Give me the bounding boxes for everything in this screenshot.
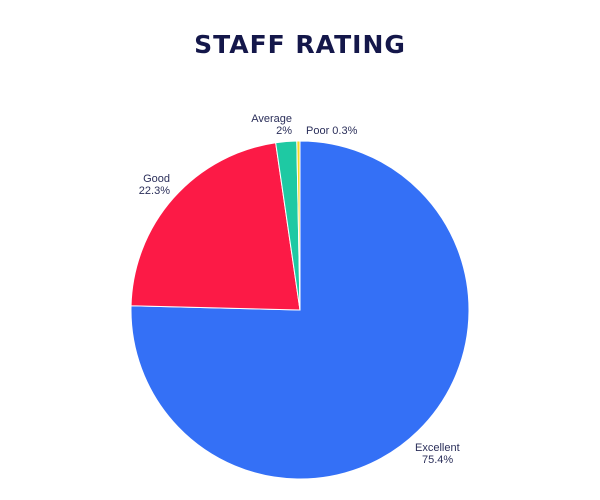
slice-label-excellent: Excellent <box>415 442 460 454</box>
chart-title: STAFF RATING <box>194 30 406 59</box>
slice-value-excellent: 75.4% <box>422 454 453 466</box>
slice-value-good: 22.3% <box>139 185 170 197</box>
slice-label-poor: Poor 0.3% <box>306 125 358 137</box>
pie-slice-excellent <box>130 140 470 480</box>
slice-label-average: Average <box>251 113 292 125</box>
slice-value-average: 2% <box>276 125 292 137</box>
pie-slice-good <box>130 142 301 311</box>
pie-slice-poor <box>296 140 301 311</box>
slice-label-good: Good <box>143 173 170 185</box>
pie-slices <box>130 140 470 480</box>
